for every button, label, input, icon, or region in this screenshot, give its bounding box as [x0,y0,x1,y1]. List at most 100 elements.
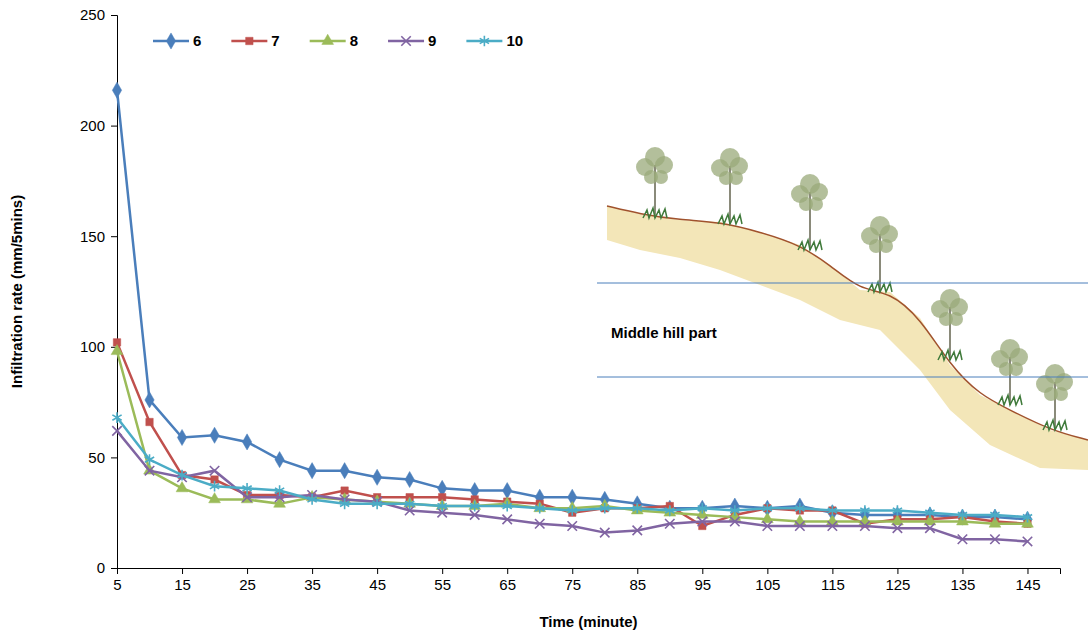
marker [633,526,642,535]
marker [438,501,447,512]
x-axis-title: Time (minute) [539,613,637,630]
tick-label: 35 [304,576,321,593]
legend-marker [166,33,175,49]
marker [176,482,188,492]
marker [146,418,153,425]
tick-mark [117,568,118,574]
legend-marker [401,36,410,45]
legend-marker [322,34,334,44]
marker [210,427,219,443]
tree-crown [870,216,890,236]
tick: 15 [174,568,191,593]
tick-label: 45 [369,576,386,593]
tick-mark [507,568,508,574]
marker [859,515,871,525]
y-axis: 0 50 100 150 200 250 [80,6,118,576]
marker [145,466,154,475]
annotation: Middle hill part [611,324,717,341]
tick-label: 55 [434,576,451,593]
hill-surface [607,206,1088,440]
tick-mark [111,236,117,237]
marker [763,503,772,514]
plot-area [111,82,1033,546]
tick-mark [111,568,117,569]
tick-mark [572,568,573,574]
marker [763,521,772,530]
tick-label: 15 [174,576,191,593]
marker [633,503,642,514]
tick: 50 [88,449,117,466]
marker [698,503,707,514]
marker [730,517,739,526]
tree-crown [1054,387,1068,401]
tick-mark [312,568,313,574]
tick: 100 [80,338,117,355]
grass [643,208,667,218]
marker [145,392,154,408]
marker [990,535,999,544]
axis-line [111,16,118,569]
marker [698,517,707,526]
tick: 95 [694,568,711,593]
tick-mark [637,568,638,574]
grass [998,395,1022,405]
tick-label: 135 [950,576,975,593]
marker [112,412,121,423]
tree-crown [645,147,665,167]
tick: 200 [80,117,117,134]
tick: 5 [113,568,121,593]
marker [112,82,121,98]
legend-item: 8 [310,32,358,49]
legend-item: 6 [153,32,201,49]
legend-label: 10 [506,32,523,49]
tick: 250 [80,6,117,23]
tick-label: 0 [97,559,105,576]
marker [210,466,219,475]
marker [340,463,349,479]
tick-label: 85 [629,576,646,593]
tick: 135 [950,568,975,593]
tick: 45 [369,568,386,593]
tick: 25 [239,568,256,593]
zone-line [597,377,1088,378]
illustration [597,147,1088,470]
marker [600,503,609,514]
marker [795,521,804,530]
tick-label: 100 [80,338,105,355]
tick-label: 105 [755,576,780,593]
legend-item: 9 [388,32,436,49]
tick-mark [897,568,898,574]
marker [925,507,934,518]
marker [470,501,479,512]
x-axis: 5152535455565758595105115125135145 [113,568,1060,593]
marker [242,483,251,494]
marker [242,434,251,450]
tick-label: 150 [80,228,105,245]
marker [503,501,512,512]
tick-label: 65 [499,576,516,593]
tick: 125 [885,568,910,593]
marker [665,519,674,528]
legend-marker [480,36,489,47]
tick-label: 145 [1015,576,1040,593]
tree-crown [879,239,893,253]
marker [372,469,381,485]
legend-label: 8 [350,32,358,49]
tick: 145 [1015,568,1040,593]
grass [798,240,822,250]
marker [568,505,577,516]
marker [275,452,284,468]
tick: 85 [629,568,646,593]
tick-mark [377,568,378,574]
marker [502,515,511,524]
tree-crown [1009,362,1023,376]
marker [860,521,869,530]
tick-mark [111,126,117,127]
marker [340,499,349,510]
tick: 150 [80,228,117,245]
marker [958,510,967,521]
marker [958,535,967,544]
tick: 65 [499,568,516,593]
tick-mark [1027,568,1028,574]
tick-mark [442,568,443,574]
